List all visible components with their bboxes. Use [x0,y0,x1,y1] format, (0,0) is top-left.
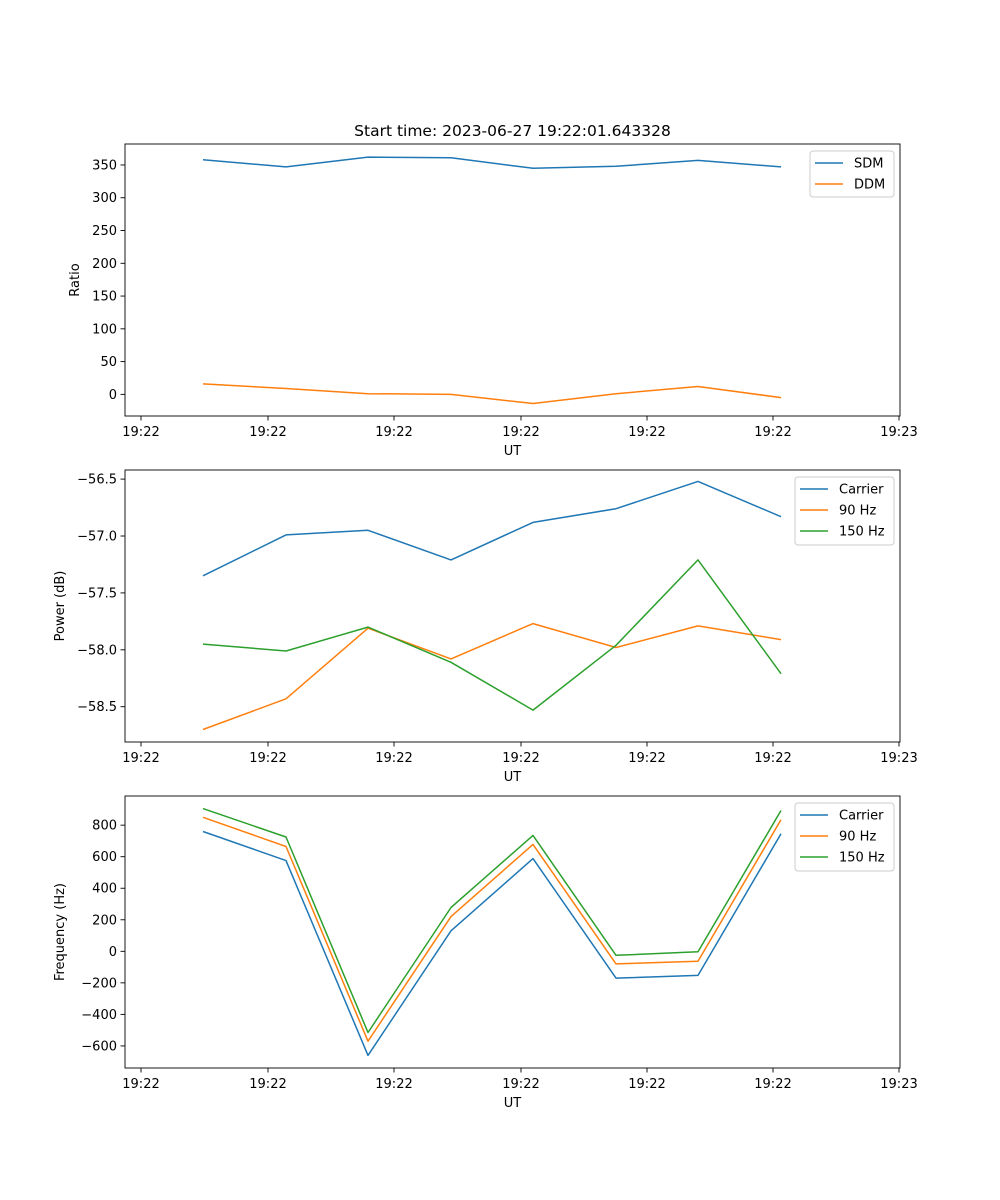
x-axis-label: UT [504,770,522,785]
legend-label-150-hz: 150 Hz [839,851,885,866]
y-tick-label: 800 [92,819,117,834]
legend-label-90-hz: 90 Hz [839,504,876,519]
x-tick-label: 19:23 [880,425,917,440]
x-tick-label: 19:22 [628,425,665,440]
y-tick-label: −56.5 [77,473,117,488]
series-line-ddm [202,383,782,405]
series-line-90-hz [202,622,782,731]
power-panel: 19:22 19:22 19:22 19:22 19:22 19:22 19:23 −58.5… [53,469,918,785]
legend-label-sdm: SDM [854,157,883,172]
ratio-panel: 19:22 19:22 19:22 19:22 19:22 19:22 19:23 0 50 10… [68,143,918,459]
x-tick-label: 19:22 [502,425,539,440]
x-tick-label: 19:22 [122,425,159,440]
x-axis-label: UT [504,444,522,459]
y-tick-label: −57.0 [77,530,117,545]
series-line-carrier [202,830,782,1057]
x-tick-label: 19:22 [754,425,791,440]
x-tick-label: 19:23 [880,1077,917,1092]
x-tick-label: 19:22 [754,751,791,766]
legend: SDM DDM [809,150,895,198]
y-tick-label: 600 [92,850,117,865]
axes-frame [124,795,901,1069]
legend-box [794,476,895,546]
y-axis-label: Frequency (Hz) [53,883,68,981]
y-tick-label: 100 [92,322,117,337]
x-tick-label: 19:22 [375,1077,412,1092]
y-tick-label: 300 [92,191,117,206]
x-axis-label: UT [504,1096,522,1111]
x-tick-label: 19:22 [375,751,412,766]
frequency-panel: 19:22 19:22 19:22 19:22 19:22 19:22 19:23 −600 −… [53,795,918,1111]
legend-label-carrier: Carrier [839,809,884,824]
series-line-sdm [202,156,782,170]
y-tick-label: 0 [109,388,117,403]
legend-label-90-hz: 90 Hz [839,830,876,845]
y-axis-label: Ratio [68,263,83,296]
legend-label-150-hz: 150 Hz [839,525,885,540]
y-tick-label: −400 [81,1008,117,1023]
y-tick-label: 200 [92,257,117,272]
y-tick-label: −600 [81,1039,117,1054]
legend: Carrier 90 Hz 150 Hz [794,802,895,872]
y-tick-label: −200 [81,976,117,991]
y-tick-label: −58.5 [77,700,117,715]
x-tick-label: 19:22 [122,1077,159,1092]
y-tick-label: 0 [109,945,117,960]
legend-label-ddm: DDM [854,178,885,193]
axes-frame [124,469,901,743]
series-line-90-hz [202,816,782,1042]
x-tick-label: 19:22 [249,1077,286,1092]
y-tick-label: 50 [100,355,117,370]
y-tick-label: 150 [92,290,117,305]
y-tick-label: −57.5 [77,586,117,601]
y-axis-label: Power (dB) [53,571,68,642]
x-tick-label: 19:22 [628,1077,665,1092]
series-line-carrier [202,480,782,577]
x-tick-label: 19:22 [502,751,539,766]
x-tick-label: 19:22 [628,751,665,766]
figure-title: Start time: 2023-06-27 19:22:01.643328 [354,122,671,140]
y-tick-label: 400 [92,882,117,897]
y-tick-label: 350 [92,158,117,173]
y-tick-label: 200 [92,913,117,928]
series-line-150-hz [202,807,782,1034]
axes-frame [124,143,901,417]
legend: Carrier 90 Hz 150 Hz [794,476,895,546]
x-tick-label: 19:22 [122,751,159,766]
x-tick-label: 19:22 [375,425,412,440]
x-tick-label: 19:22 [502,1077,539,1092]
legend-label-carrier: Carrier [839,483,884,498]
x-tick-label: 19:22 [249,425,286,440]
y-tick-label: 250 [92,224,117,239]
x-tick-label: 19:22 [249,751,286,766]
series-line-150-hz [202,559,782,711]
x-tick-label: 19:23 [880,751,917,766]
y-tick-label: −58.0 [77,643,117,658]
legend-box [794,802,895,872]
x-tick-label: 19:22 [754,1077,791,1092]
